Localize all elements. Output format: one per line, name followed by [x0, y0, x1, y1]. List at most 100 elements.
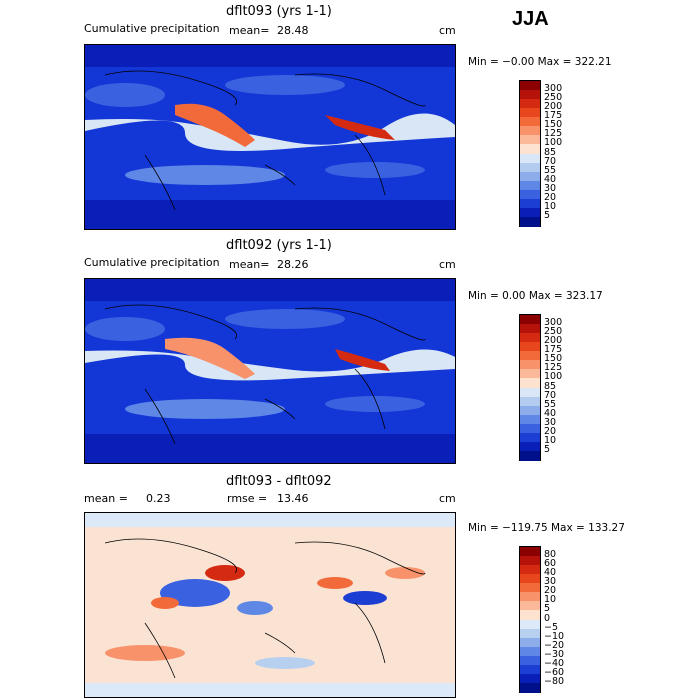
- colorbar-segment: [520, 369, 540, 379]
- panel-2-units: cm: [439, 258, 456, 271]
- colorbar-segment: [520, 423, 540, 434]
- panel-3-minmax: Min = −119.75 Max = 133.27: [468, 522, 625, 534]
- colorbar-segment: [520, 153, 540, 164]
- colorbar-tick-label: 20: [544, 585, 557, 597]
- colorbar-segment: [520, 601, 540, 611]
- colorbar-tick-label: 250: [544, 326, 563, 338]
- colorbar-tick-label: 0: [544, 612, 551, 624]
- colorbar-segment: [520, 664, 540, 675]
- colorbar-tick-label: 200: [544, 335, 563, 347]
- colorbar-tick-label: 20: [544, 425, 557, 437]
- colorbar-tick-label: 200: [544, 101, 563, 113]
- colorbar-segment: [520, 405, 540, 416]
- colorbar-segment: [520, 315, 540, 325]
- colorbar-tick-label: 300: [544, 317, 563, 329]
- colorbar-segment: [520, 387, 540, 398]
- colorbar-segment: [520, 81, 540, 91]
- panel-2-mean-value: 28.26: [277, 258, 309, 271]
- colorbar-segment: [520, 565, 540, 575]
- colorbar-tick-label: 5: [544, 603, 551, 615]
- colorbar-tick-label: 70: [544, 389, 557, 401]
- panel-2-map: [84, 278, 456, 464]
- colorbar-segment: [520, 583, 540, 593]
- colorbar-segment: [520, 592, 540, 602]
- panel-3-mean-label: mean =: [84, 492, 128, 505]
- panel-1-mean-label: mean=: [229, 24, 270, 37]
- colorbar-segment: [520, 441, 540, 452]
- colorbar-segment: [520, 432, 540, 443]
- colorbar-tick-label: 5: [544, 443, 551, 455]
- colorbar-tick-label: 85: [544, 146, 557, 158]
- colorbar-tick-label: 10: [544, 200, 557, 212]
- colorbar-segment: [520, 646, 540, 657]
- panel-1-map: [84, 44, 456, 230]
- colorbar-tick-label: 150: [544, 353, 563, 365]
- panel-1-mean-value: 28.48: [277, 24, 309, 37]
- colorbar-tick-label: 10: [544, 434, 557, 446]
- colorbar-tick-label: 60: [544, 558, 557, 570]
- colorbar-tick-label: 300: [544, 83, 563, 95]
- panel-2-title: dflt092 (yrs 1-1): [226, 238, 332, 253]
- panel-3-colorbar: [519, 546, 541, 693]
- colorbar-segment: [520, 360, 540, 370]
- season-label: JJA: [512, 8, 549, 30]
- colorbar-segment: [520, 378, 540, 388]
- panel-3-mean-value: 0.23: [146, 492, 171, 505]
- colorbar-segment: [520, 171, 540, 182]
- colorbar-segment: [520, 198, 540, 209]
- panel-3-rmse-label: rmse =: [227, 492, 268, 505]
- colorbar-segment: [520, 547, 540, 557]
- colorbar-tick-label: 20: [544, 191, 557, 203]
- colorbar-segment: [520, 180, 540, 191]
- colorbar-tick-label: 175: [544, 344, 563, 356]
- panel-1-minmax: Min = −0.00 Max = 322.21: [468, 56, 612, 68]
- panel-1-title: dflt093 (yrs 1-1): [226, 4, 332, 19]
- colorbar-tick-label: 55: [544, 398, 557, 410]
- colorbar-tick-label: 150: [544, 119, 563, 131]
- colorbar-segment: [520, 414, 540, 425]
- panel-3-rmse-value: 13.46: [277, 492, 309, 505]
- colorbar-segment: [520, 135, 540, 145]
- colorbar-tick-label: −5: [544, 621, 559, 633]
- colorbar-segment: [520, 216, 540, 227]
- colorbar-tick-label: 175: [544, 110, 563, 122]
- colorbar-tick-label: 100: [544, 137, 563, 149]
- colorbar-tick-label: 40: [544, 567, 557, 579]
- colorbar-tick-label: 40: [544, 407, 557, 419]
- colorbar-tick-label: 70: [544, 155, 557, 167]
- panel-1-colorbar: [519, 80, 541, 227]
- colorbar-tick-label: 125: [544, 362, 563, 374]
- panel-3-title: dflt093 - dflt092: [226, 474, 332, 489]
- colorbar-segment: [520, 396, 540, 407]
- colorbar-tick-label: −60: [544, 666, 565, 678]
- colorbar-tick-label: 125: [544, 128, 563, 140]
- colorbar-segment: [520, 90, 540, 100]
- panel-2-variable-label: Cumulative precipitation: [84, 256, 220, 269]
- colorbar-tick-label: 85: [544, 380, 557, 392]
- colorbar-segment: [520, 99, 540, 109]
- colorbar-segment: [520, 637, 540, 648]
- colorbar-segment: [520, 189, 540, 200]
- colorbar-tick-label: 80: [544, 549, 557, 561]
- colorbar-segment: [520, 351, 540, 361]
- colorbar-tick-label: −20: [544, 639, 565, 651]
- colorbar-segment: [520, 342, 540, 352]
- colorbar-segment: [520, 610, 540, 620]
- colorbar-segment: [520, 682, 540, 693]
- colorbar-tick-label: 40: [544, 173, 557, 185]
- colorbar-segment: [520, 333, 540, 343]
- colorbar-tick-label: 10: [544, 594, 557, 606]
- colorbar-segment: [520, 144, 540, 154]
- colorbar-segment: [520, 556, 540, 566]
- colorbar-segment: [520, 162, 540, 173]
- panel-2-mean-label: mean=: [229, 258, 270, 271]
- colorbar-tick-label: −80: [544, 675, 565, 687]
- colorbar-tick-label: 5: [544, 209, 551, 221]
- panel-1-units: cm: [439, 24, 456, 37]
- colorbar-segment: [520, 324, 540, 334]
- panel-3-units: cm: [439, 492, 456, 505]
- colorbar-segment: [520, 628, 540, 639]
- colorbar-tick-label: 30: [544, 182, 557, 194]
- colorbar-tick-label: 30: [544, 576, 557, 588]
- colorbar-segment: [520, 126, 540, 136]
